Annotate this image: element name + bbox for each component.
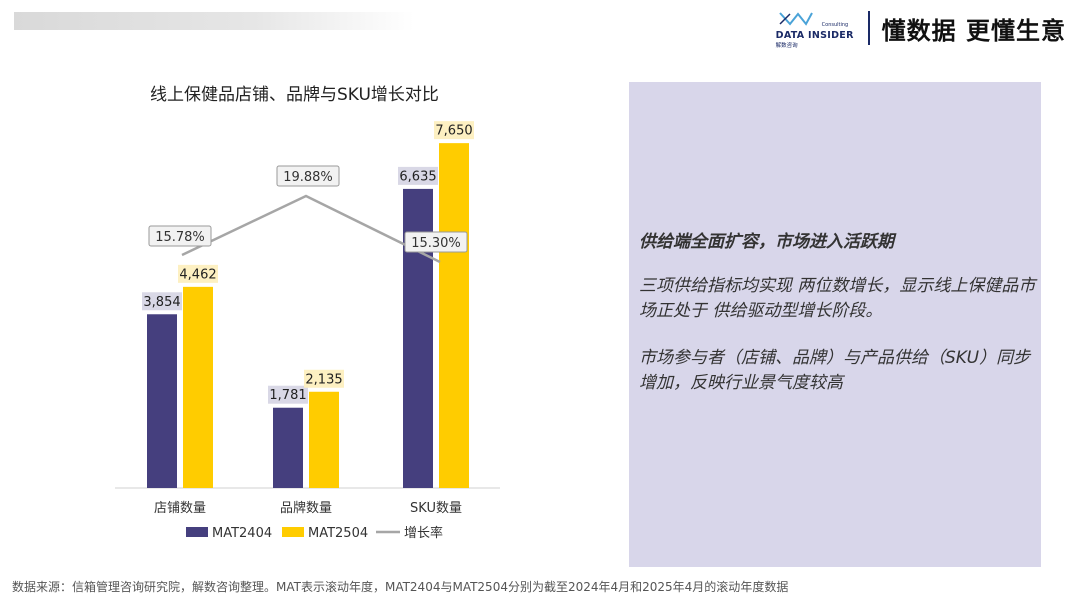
insight-paragraph-2: 市场参与者（店铺、品牌）与产品供给（SKU）同步增加，反映行业景气度较高 xyxy=(639,348,1031,393)
data-label-bg-mat2504-2 xyxy=(434,121,474,140)
brand-slogan: 懂数据 更懂生意 xyxy=(881,16,1066,45)
data-label-bg-mat2404-0 xyxy=(142,292,182,311)
insight-paragraph-1: 三项供给指标均实现 两位数增长，显示线上保健品市场正处于 供给驱动型增长阶段。 xyxy=(639,276,1036,321)
data-label-mat2504-2: 7,650 xyxy=(435,124,472,139)
bar-mat2504-0 xyxy=(183,286,213,488)
insight-panel: 供给端全面扩容，市场进入活跃期 三项供给指标均实现 两位数增长，显示线上保健品市… xyxy=(629,82,1041,567)
data-source-footnote: 数据来源：信箱管理咨询研究院，解数咨询整理。MAT表示滚动年度，MAT2404与… xyxy=(12,580,789,594)
header-decoration-bar xyxy=(14,12,414,30)
data-label-mat2404-2: 6,635 xyxy=(399,169,436,184)
data-label-bg-mat2404-2 xyxy=(398,166,438,185)
growth-label-0: 15.78% xyxy=(155,230,205,245)
growth-label-2: 15.30% xyxy=(411,236,461,251)
brand-logo: Consulting DATA INSIDER 解数咨询 xyxy=(775,8,858,49)
data-label-mat2404-0: 3,854 xyxy=(143,295,180,310)
chart-title: 线上保健品店铺、品牌与SKU增长对比 xyxy=(150,85,439,105)
bar-mat2404-1 xyxy=(273,407,303,488)
bar-mat2404-0 xyxy=(147,314,177,488)
brand-header: Consulting DATA INSIDER 解数咨询 懂数据 更懂生意 xyxy=(776,6,1066,50)
data-label-bg-mat2404-1 xyxy=(268,385,308,404)
growth-rate-line xyxy=(181,194,441,264)
x-tick-label-2: SKU数量 xyxy=(410,501,462,516)
brand-cn: 解数咨询 xyxy=(775,43,798,49)
brand-name: DATA INSIDER xyxy=(775,30,854,41)
growth-label-1: 19.88% xyxy=(283,170,333,185)
brand-divider xyxy=(867,11,870,45)
legend-swatch-mat2504 xyxy=(282,527,304,537)
data-label-mat2504-0: 4,462 xyxy=(179,267,216,282)
data-label-bg-mat2504-1 xyxy=(304,369,344,388)
growth-label-box-0 xyxy=(148,225,212,247)
legend-swatch-mat2404 xyxy=(186,527,208,537)
x-tick-label-0: 店铺数量 xyxy=(154,501,206,516)
legend-label-mat2404: MAT2404 xyxy=(212,526,272,541)
bar-mat2504-1 xyxy=(309,391,339,488)
x-tick-label-1: 品牌数量 xyxy=(280,500,332,516)
legend-label-mat2504: MAT2504 xyxy=(308,526,368,541)
bar-mat2504-2 xyxy=(439,143,469,488)
data-label-mat2504-1: 2,135 xyxy=(305,372,342,387)
insight-text: 供给端全面扩容，市场进入活跃期 三项供给指标均实现 两位数增长，显示线上保健品市… xyxy=(639,227,1039,418)
insight-headline: 供给端全面扩容，市场进入活跃期 xyxy=(639,232,894,252)
data-label-bg-mat2504-0 xyxy=(178,264,218,283)
legend-label-growth-rate: 增长率 xyxy=(404,525,443,541)
data-label-mat2404-1: 1,781 xyxy=(269,388,306,403)
brand-consulting: Consulting xyxy=(821,22,849,28)
growth-label-box-2 xyxy=(404,231,468,253)
growth-label-box-1 xyxy=(276,165,340,187)
logo-mark-icon xyxy=(778,12,813,26)
